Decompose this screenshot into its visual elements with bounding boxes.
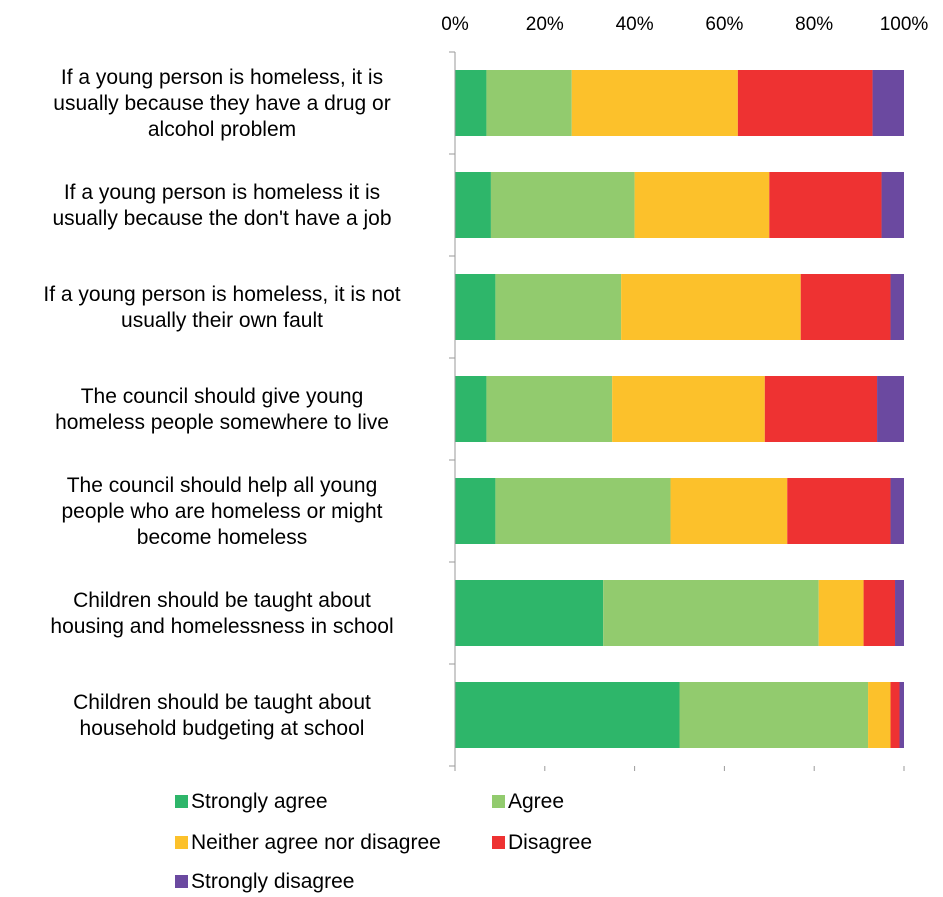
bar-segment [787, 478, 890, 544]
category-label: Children should be taught about household… [73, 691, 371, 740]
x-tick-label: 20% [526, 14, 564, 35]
bar-segment [455, 580, 603, 646]
bar-segment [455, 478, 495, 544]
bar-segment [864, 580, 895, 646]
bar-segment [455, 274, 495, 340]
bar-segment [900, 682, 904, 748]
category-label: Children should be taught about housing a… [50, 589, 393, 638]
legend-swatch [492, 795, 505, 808]
bar-segment [455, 70, 486, 136]
bar-segment [801, 274, 891, 340]
bar-segment [486, 376, 612, 442]
legend-swatch [175, 795, 188, 808]
bar-segment [882, 172, 904, 238]
bar-segment [868, 682, 890, 748]
category-label: If a young person is homeless, it is not… [43, 283, 400, 332]
bar-segment [455, 172, 491, 238]
legend-label: Agree [508, 790, 564, 813]
category-label: If a young person is homeless it is usual… [52, 181, 391, 230]
legend-swatch [175, 875, 188, 888]
category-label: If a young person is homeless, it is usua… [53, 66, 390, 141]
y-axis [449, 52, 455, 766]
bar-segment [572, 70, 738, 136]
x-tick-label: 40% [616, 14, 654, 35]
legend-label: Neither agree nor disagree [191, 831, 441, 854]
bars [455, 70, 904, 748]
x-tick-label: 0% [441, 14, 469, 35]
x-tick-label: 60% [705, 14, 743, 35]
legend-label: Strongly disagree [191, 870, 354, 893]
bar-segment [495, 274, 621, 340]
bar-segment [491, 172, 635, 238]
category-labels: If a young person is homeless, it is usua… [43, 66, 400, 740]
bar-segment [635, 172, 770, 238]
bar-segment [819, 580, 864, 646]
bar-segment [769, 172, 881, 238]
legend-label: Disagree [508, 831, 592, 854]
bar-segment [455, 682, 680, 748]
bar-segment [621, 274, 801, 340]
category-label: The council should give young homeless pe… [55, 385, 389, 434]
bar-segment [738, 70, 873, 136]
legend-swatch [175, 836, 188, 849]
bar-segment [680, 682, 869, 748]
bar-segment [495, 478, 670, 544]
bar-segment [891, 478, 904, 544]
x-tick-label: 100% [880, 14, 929, 35]
bar-segment [873, 70, 904, 136]
bar-segment [612, 376, 765, 442]
legend-swatch [492, 836, 505, 849]
legend-label: Strongly agree [191, 790, 328, 813]
category-label: The council should help all young people … [61, 474, 382, 549]
bar-segment [877, 376, 904, 442]
bar-segment [891, 274, 904, 340]
bar-segment [486, 70, 571, 136]
bar-segment [765, 376, 877, 442]
bar-segment [895, 580, 904, 646]
bar-segment [455, 376, 486, 442]
legend: Strongly agree Agree Neither agree nor dis… [175, 790, 592, 893]
bar-segment [891, 682, 900, 748]
bar-segment [671, 478, 788, 544]
bar-segment [603, 580, 819, 646]
x-tick-label: 80% [795, 14, 833, 35]
